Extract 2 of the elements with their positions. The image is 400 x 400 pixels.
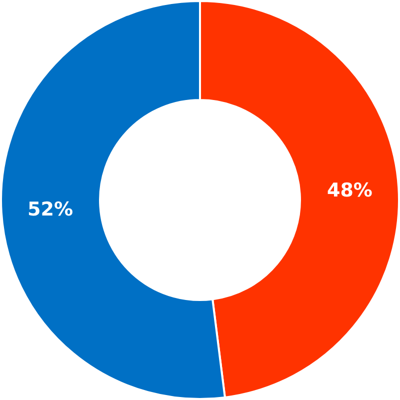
data-label: 48% [326,180,372,202]
data-label: 52% [28,198,74,220]
